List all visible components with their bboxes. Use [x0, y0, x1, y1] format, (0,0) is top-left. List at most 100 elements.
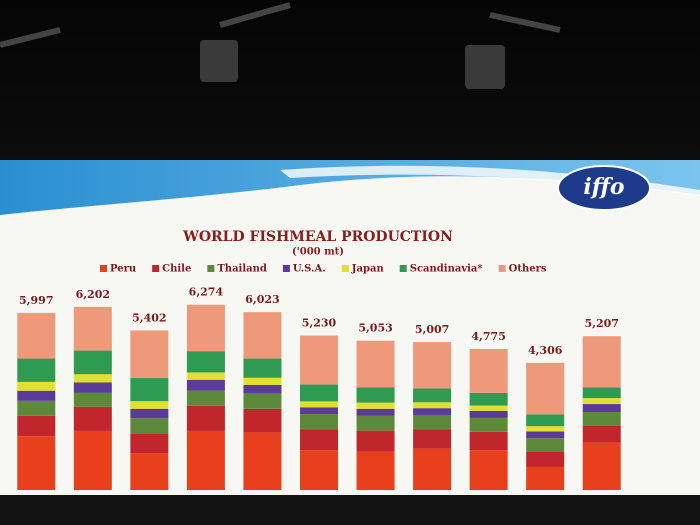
bar-segment — [73, 350, 112, 375]
bar-segment — [73, 392, 112, 407]
bar-segment — [130, 408, 169, 419]
bar-segment — [243, 393, 282, 409]
bar-segment — [356, 340, 395, 388]
bar-segment — [17, 358, 56, 382]
bar-segment — [243, 432, 282, 490]
bar-segment — [469, 410, 508, 418]
bar-segment — [73, 306, 112, 351]
bar-segment — [356, 408, 395, 416]
bar-segment — [243, 384, 282, 394]
bar-segment — [582, 425, 621, 443]
legend-label: U.S.A. — [293, 264, 326, 275]
bar-segment — [582, 336, 621, 388]
total-label: 4,306 — [528, 344, 563, 357]
legend-label: Scandinavia* — [410, 264, 484, 275]
bar-segment — [526, 451, 565, 467]
chart-subtitle: ('000 mt) — [292, 247, 344, 258]
legend-label: Peru — [110, 264, 136, 275]
total-label: 6,023 — [245, 293, 279, 306]
bar-segment — [413, 342, 452, 389]
bar-segment — [300, 335, 338, 385]
legend-swatch — [100, 265, 107, 272]
total-label: 5,402 — [132, 311, 166, 324]
bar-segment — [243, 358, 282, 378]
legend-swatch — [207, 265, 215, 272]
bar-segment — [243, 408, 282, 433]
bar-segment — [469, 405, 508, 411]
legend-label: Thailand — [217, 264, 267, 275]
bar-segment — [243, 312, 282, 359]
bar-segment — [300, 384, 338, 402]
bar-segment — [243, 377, 282, 385]
plot: Peru Chile Thailand U.S.A. Japan Scandinavia*… — [17, 264, 621, 509]
total-label: 5,007 — [415, 323, 449, 336]
bar-segment — [300, 450, 338, 490]
bar-segment — [300, 401, 338, 408]
total-label: 6,274 — [189, 286, 224, 299]
bar-segment — [413, 408, 452, 415]
bar-segment — [413, 402, 452, 409]
bar-segment — [73, 430, 112, 490]
bar-segment — [300, 414, 338, 430]
bar-segment — [582, 387, 621, 399]
legend-swatch — [152, 265, 160, 272]
bar-segment — [130, 401, 169, 409]
bar-segment — [17, 415, 56, 437]
bar-segment — [186, 304, 225, 352]
bar-segment — [186, 372, 225, 380]
chart-title: WORLD FISHMEAL PRODUCTION — [182, 229, 453, 245]
bar-segment — [526, 414, 565, 427]
bar-segment — [130, 330, 169, 379]
bar-segment — [130, 453, 169, 490]
legend-swatch — [399, 265, 407, 272]
bar-segment — [17, 381, 56, 391]
bar-segment — [526, 431, 565, 439]
bar-segment — [17, 390, 56, 401]
bar-segment — [526, 438, 565, 452]
bar-segment — [356, 451, 395, 490]
total-label: 5,207 — [585, 317, 619, 330]
bar-segment — [186, 379, 225, 391]
bar-segment — [582, 412, 621, 426]
bar-segment — [582, 398, 621, 405]
bar-segment — [186, 430, 225, 490]
bar-segment — [356, 402, 395, 409]
bar-segment — [526, 426, 565, 432]
bar-segment — [413, 388, 452, 403]
legend-label: Japan — [351, 264, 385, 275]
bar-segment — [582, 442, 621, 490]
bar-segment — [469, 450, 508, 490]
bar-segment — [526, 362, 565, 415]
logo — [557, 165, 651, 211]
bar-segment — [413, 429, 452, 449]
bar-segment — [186, 351, 225, 373]
bar-segment — [469, 431, 508, 451]
bar-segment — [130, 433, 169, 454]
bar-segment — [130, 418, 169, 434]
bar-segment — [186, 405, 225, 431]
bar-segment — [356, 387, 395, 403]
bar-segment — [17, 400, 56, 416]
bar-segment — [413, 448, 452, 490]
legend-swatch — [341, 265, 349, 272]
bar-segment — [73, 382, 112, 393]
total-label: 6,202 — [76, 288, 110, 301]
bar-segment — [526, 466, 565, 490]
legend-swatch — [282, 265, 290, 272]
bar-segment — [186, 390, 225, 406]
bar-segment — [469, 417, 508, 432]
legend-label: Others — [509, 264, 547, 275]
stage-lights — [0, 2, 561, 89]
stage-floor — [0, 495, 700, 525]
bar-segment — [130, 378, 169, 402]
bar-segment — [300, 407, 338, 415]
bar-segment — [582, 404, 621, 413]
bar-segment — [17, 436, 56, 490]
total-label: 4,775 — [471, 330, 505, 343]
legend-swatch — [498, 265, 506, 272]
bar-segment — [413, 414, 452, 430]
total-label: 5,230 — [302, 317, 337, 330]
bar-segment — [356, 415, 395, 431]
bar-segment — [73, 374, 112, 383]
